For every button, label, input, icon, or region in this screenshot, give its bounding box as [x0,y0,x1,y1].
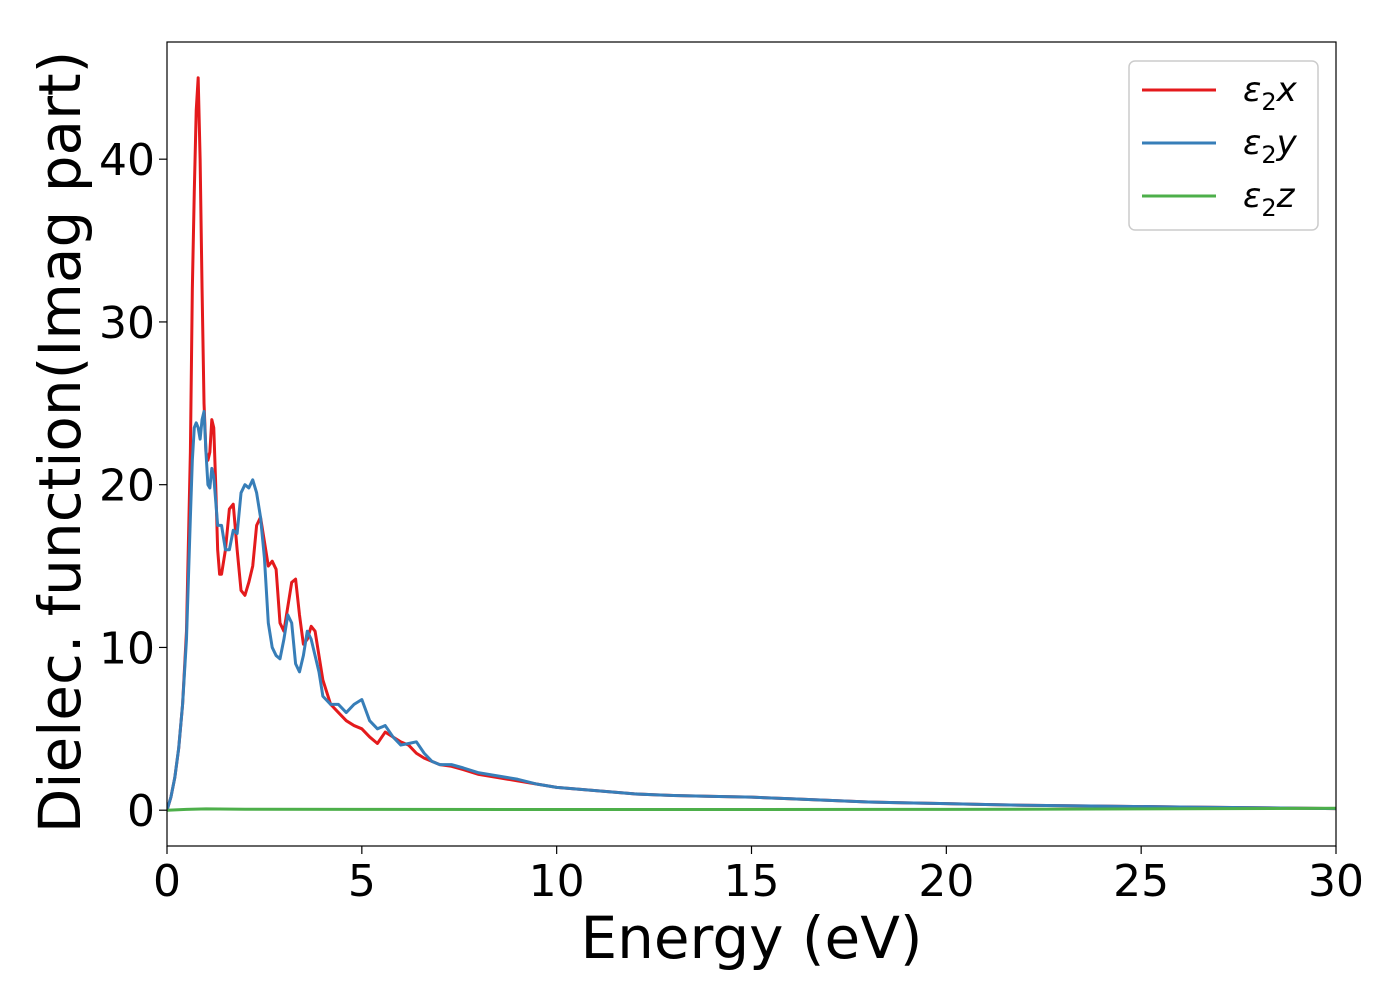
legend-label-suffix: z [1276,176,1296,216]
x-tick-label: 5 [348,856,376,907]
x-tick-label: 15 [724,856,780,907]
legend-label-subscript: 2 [1261,141,1276,169]
legend-label-base: ε [1243,123,1261,163]
legend-label: ε2y [1243,123,1298,169]
x-axis-ticks: 0 5 10 15 20 25 30 [153,846,1364,907]
legend-item-x: ε2x [1142,70,1298,116]
x-tick-label: 20 [918,856,974,907]
series-line-z [167,806,1336,812]
x-tick-label: 10 [529,856,585,907]
legend-item-y: ε2y [1142,123,1298,169]
x-tick-label: 30 [1308,856,1364,907]
legend-label-suffix: x [1276,70,1298,110]
x-axis-title: Energy (eV) [580,904,922,972]
y-tick-label: 40 [99,135,155,186]
series-line-y [167,409,1336,812]
legend-label-base: ε [1243,70,1261,110]
legend-label-suffix: y [1276,123,1298,163]
plot-series [167,76,1336,812]
x-tick-label: 0 [153,856,181,907]
x-tick-label: 25 [1113,856,1169,907]
legend-label-subscript: 2 [1261,88,1276,116]
legend-box [1128,60,1319,231]
y-axis-ticks: 0 10 20 30 40 [99,135,167,837]
y-axis-title: Dielec. function(Imag part) [26,51,94,834]
legend-label: ε2x [1243,70,1298,116]
legend-label-base: ε [1243,176,1261,216]
legend-label: ε2z [1243,176,1296,222]
y-tick-label: 30 [99,298,155,349]
legend-label-subscript: 2 [1261,194,1276,222]
y-tick-label: 20 [99,461,155,512]
legend-item-z: ε2z [1142,176,1296,222]
y-tick-label: 0 [127,786,155,837]
y-tick-label: 10 [99,623,155,674]
